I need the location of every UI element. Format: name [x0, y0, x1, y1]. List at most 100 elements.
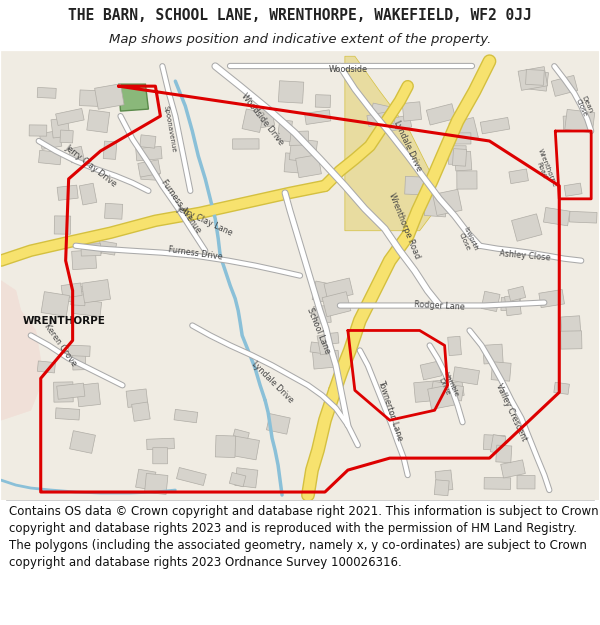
Polygon shape — [40, 131, 62, 149]
Polygon shape — [55, 408, 80, 420]
Polygon shape — [87, 110, 110, 132]
Polygon shape — [235, 468, 258, 488]
Polygon shape — [505, 295, 521, 316]
Polygon shape — [563, 115, 585, 132]
Polygon shape — [64, 286, 91, 302]
Polygon shape — [266, 414, 290, 434]
Polygon shape — [38, 150, 61, 165]
Text: Lyndale Drive: Lyndale Drive — [392, 119, 424, 172]
Polygon shape — [565, 109, 595, 132]
Polygon shape — [367, 111, 391, 126]
Text: Ashley Close: Ashley Close — [499, 249, 550, 262]
Text: Hamble
Drive: Hamble Drive — [436, 371, 459, 400]
Polygon shape — [317, 334, 334, 355]
Text: Townerton Lane: Townerton Lane — [376, 379, 404, 442]
Polygon shape — [564, 183, 582, 196]
Polygon shape — [322, 292, 351, 317]
Polygon shape — [414, 381, 442, 402]
Polygon shape — [29, 125, 47, 136]
Polygon shape — [433, 189, 462, 216]
Polygon shape — [544, 208, 570, 226]
Polygon shape — [452, 367, 479, 385]
Polygon shape — [437, 382, 464, 401]
Polygon shape — [136, 469, 156, 490]
Polygon shape — [298, 153, 311, 165]
Polygon shape — [501, 460, 526, 478]
Polygon shape — [554, 382, 569, 394]
Polygon shape — [539, 289, 565, 308]
Polygon shape — [37, 88, 56, 98]
Polygon shape — [53, 382, 73, 402]
Polygon shape — [551, 76, 578, 96]
Polygon shape — [104, 203, 123, 219]
Polygon shape — [277, 119, 292, 142]
Polygon shape — [449, 118, 478, 144]
Polygon shape — [483, 344, 503, 364]
Text: Woodside Drive: Woodside Drive — [239, 91, 285, 147]
Polygon shape — [517, 476, 535, 489]
Polygon shape — [72, 350, 86, 370]
Polygon shape — [146, 438, 175, 449]
Polygon shape — [61, 283, 82, 298]
Text: Keren Grove: Keren Grove — [43, 322, 79, 368]
Polygon shape — [242, 109, 264, 132]
Polygon shape — [153, 448, 167, 464]
Text: Rodger Lane: Rodger Lane — [414, 300, 465, 311]
Polygon shape — [402, 102, 421, 121]
Polygon shape — [68, 345, 90, 356]
Polygon shape — [60, 130, 73, 143]
Polygon shape — [73, 299, 101, 317]
Polygon shape — [305, 110, 331, 124]
Polygon shape — [68, 146, 85, 162]
Polygon shape — [449, 146, 466, 164]
Polygon shape — [501, 298, 521, 311]
Polygon shape — [448, 336, 461, 356]
Polygon shape — [81, 244, 101, 256]
Polygon shape — [95, 84, 124, 109]
Polygon shape — [278, 81, 304, 103]
Polygon shape — [325, 332, 339, 344]
Polygon shape — [569, 211, 597, 223]
Polygon shape — [509, 169, 529, 184]
Polygon shape — [91, 239, 116, 255]
Polygon shape — [229, 472, 246, 487]
Polygon shape — [126, 389, 148, 408]
Polygon shape — [491, 362, 511, 381]
Polygon shape — [452, 149, 467, 166]
Text: Furness Drive: Furness Drive — [167, 246, 223, 262]
Polygon shape — [231, 436, 259, 460]
Text: Valley Crescent: Valley Crescent — [494, 382, 529, 442]
Polygon shape — [70, 431, 95, 453]
Polygon shape — [315, 94, 331, 108]
Polygon shape — [71, 250, 97, 269]
Polygon shape — [289, 138, 317, 162]
Polygon shape — [140, 135, 156, 148]
Polygon shape — [1, 51, 599, 500]
Polygon shape — [431, 381, 448, 399]
Polygon shape — [145, 473, 168, 494]
Polygon shape — [435, 470, 453, 491]
Polygon shape — [404, 176, 431, 195]
Polygon shape — [51, 118, 70, 138]
Text: Lyndale Drive: Lyndale Drive — [250, 360, 295, 405]
Polygon shape — [57, 185, 78, 201]
Polygon shape — [103, 141, 117, 159]
Polygon shape — [508, 286, 526, 301]
Polygon shape — [481, 291, 500, 311]
Text: THE BARN, SCHOOL LANE, WRENTHORPE, WAKEFIELD, WF2 0JJ: THE BARN, SCHOOL LANE, WRENTHORPE, WAKEF… — [68, 8, 532, 23]
Text: Isworth
Close: Isworth Close — [456, 226, 479, 255]
Polygon shape — [424, 194, 447, 217]
Text: WRENTHORPE: WRENTHORPE — [23, 316, 106, 326]
Polygon shape — [526, 69, 544, 86]
Polygon shape — [119, 84, 148, 111]
Polygon shape — [41, 292, 70, 316]
Polygon shape — [76, 383, 100, 407]
Polygon shape — [312, 281, 330, 302]
Text: Jerry Clay Drive: Jerry Clay Drive — [63, 143, 118, 189]
Polygon shape — [79, 183, 97, 205]
Polygon shape — [284, 153, 308, 174]
Polygon shape — [445, 381, 464, 398]
Text: Woodside: Woodside — [328, 65, 367, 74]
Text: Wrenthorpe Road: Wrenthorpe Road — [388, 192, 422, 260]
Text: Map shows position and indicative extent of the property.: Map shows position and indicative extent… — [109, 34, 491, 46]
